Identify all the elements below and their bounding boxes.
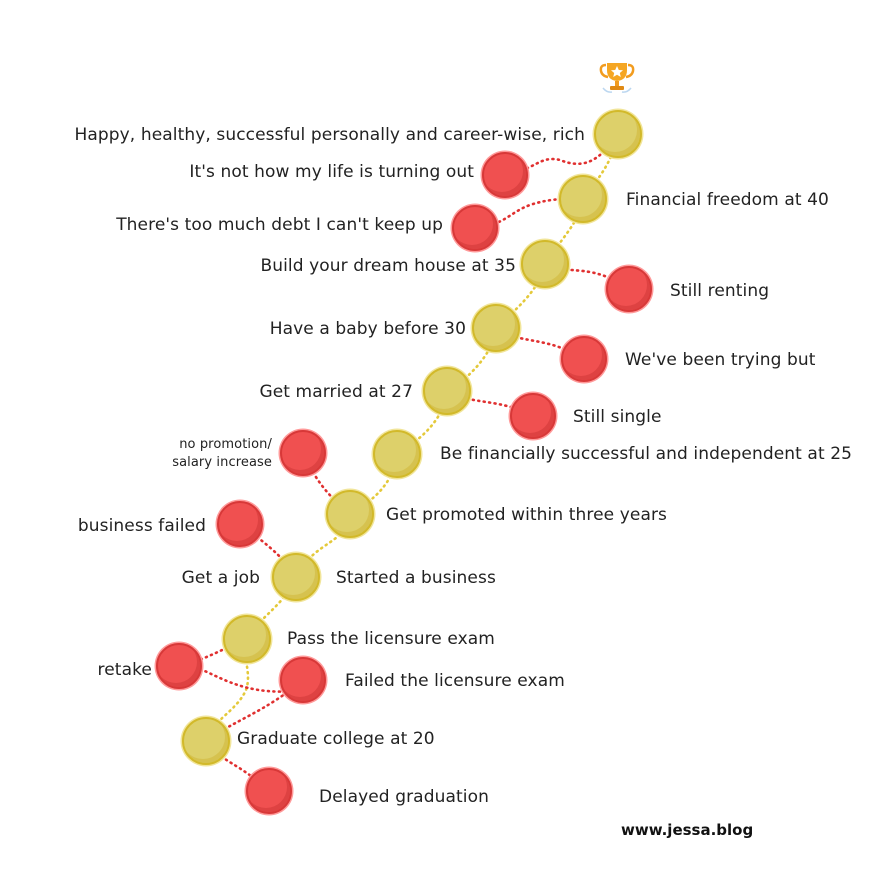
setback-node-promotion xyxy=(280,430,326,476)
milestone-node-house xyxy=(521,240,569,288)
setback-node-business-failed xyxy=(217,501,263,547)
milestone-node-independent xyxy=(373,430,421,478)
setback-label-promotion: no promotion/ salary increase xyxy=(172,437,272,470)
milestone-node-exam xyxy=(223,615,271,663)
milestone-label-exam: Pass the licensure exam xyxy=(287,629,495,649)
milestone-label-baby: Have a baby before 30 xyxy=(269,319,466,339)
dotted-connector xyxy=(177,664,305,693)
milestone-label-job: Get a job xyxy=(181,568,260,588)
setback-label-life: It's not how my life is turning out xyxy=(189,162,474,182)
setback-node-renting xyxy=(606,266,652,312)
setback-label-trying: We've been trying but xyxy=(625,350,816,370)
setback-label-retake: retake xyxy=(97,660,152,680)
site-url: www.jessa.blog xyxy=(621,821,754,839)
setback-node-debt xyxy=(452,205,498,251)
setback-node-retake xyxy=(156,643,202,689)
milestone-node-baby xyxy=(472,304,520,352)
milestone-label-married: Get married at 27 xyxy=(259,382,413,402)
milestone-node-freedom xyxy=(559,175,607,223)
setback-label-business-failed: business failed xyxy=(77,516,206,536)
trophy-icon xyxy=(598,60,636,96)
milestone-label-business: Started a business xyxy=(336,568,496,588)
milestone-label-freedom: Financial freedom at 40 xyxy=(626,190,829,210)
setback-label-single: Still single xyxy=(573,407,662,427)
milestone-label-independent: Be financially successful and independen… xyxy=(440,444,853,464)
setback-node-delayed xyxy=(246,768,292,814)
setback-label-failed-exam: Failed the licensure exam xyxy=(345,671,565,691)
milestone-node-graduate xyxy=(182,717,230,765)
milestone-node-promoted xyxy=(326,490,374,538)
milestone-node-goal xyxy=(594,110,642,158)
setback-label-renting: Still renting xyxy=(670,281,770,301)
milestone-label-graduate: Graduate college at 20 xyxy=(237,729,435,749)
milestone-node-married xyxy=(423,367,471,415)
milestone-node-job xyxy=(272,553,320,601)
setback-node-failed-exam xyxy=(280,657,326,703)
setback-label-delayed: Delayed graduation xyxy=(319,787,489,807)
milestone-label-house: Build your dream house at 35 xyxy=(260,256,516,276)
milestone-label-promoted: Get promoted within three years xyxy=(386,505,668,525)
milestone-label-goal: Happy, healthy, successful personally an… xyxy=(74,125,585,145)
setback-node-life xyxy=(482,152,528,198)
setback-label-debt: There's too much debt I can't keep up xyxy=(116,215,443,235)
setback-node-trying xyxy=(561,336,607,382)
setback-node-single xyxy=(510,393,556,439)
